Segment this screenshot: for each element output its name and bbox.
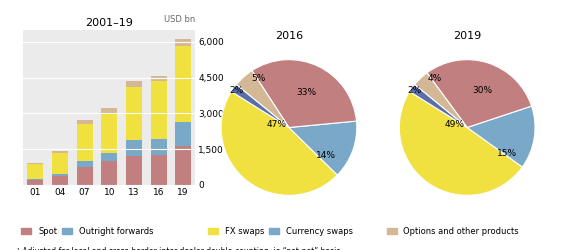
Text: 2%: 2% bbox=[229, 86, 243, 95]
Bar bbox=[126, 86, 142, 140]
Bar bbox=[101, 152, 117, 161]
Legend: Spot, Outright forwards: Spot, Outright forwards bbox=[21, 227, 154, 236]
Bar bbox=[76, 161, 93, 167]
Text: 47%: 47% bbox=[267, 120, 287, 128]
Bar bbox=[126, 81, 142, 86]
Bar bbox=[76, 167, 93, 185]
Wedge shape bbox=[415, 73, 467, 128]
Text: 14%: 14% bbox=[316, 152, 336, 160]
Bar bbox=[101, 108, 117, 113]
Bar bbox=[52, 176, 68, 185]
Bar bbox=[52, 153, 68, 174]
Bar bbox=[52, 152, 68, 153]
Text: 4%: 4% bbox=[427, 74, 442, 83]
Bar bbox=[126, 156, 142, 185]
Wedge shape bbox=[252, 60, 356, 128]
Bar bbox=[28, 179, 43, 180]
Bar bbox=[151, 81, 167, 138]
Text: 15%: 15% bbox=[496, 149, 516, 158]
Wedge shape bbox=[400, 92, 522, 195]
Bar bbox=[126, 140, 142, 156]
Bar bbox=[151, 155, 167, 185]
Text: 2%: 2% bbox=[407, 86, 421, 95]
Bar bbox=[175, 46, 191, 122]
Title: 2016: 2016 bbox=[275, 30, 303, 40]
Text: 33%: 33% bbox=[296, 88, 316, 97]
Text: 5%: 5% bbox=[251, 74, 266, 83]
Text: 49%: 49% bbox=[445, 120, 465, 128]
Bar bbox=[28, 164, 43, 179]
Wedge shape bbox=[427, 60, 531, 128]
Bar bbox=[76, 120, 93, 124]
Bar bbox=[175, 39, 191, 46]
Wedge shape bbox=[221, 92, 338, 195]
Wedge shape bbox=[231, 85, 289, 128]
Bar bbox=[28, 180, 43, 185]
Bar bbox=[175, 122, 191, 146]
Wedge shape bbox=[289, 121, 356, 175]
Bar bbox=[28, 162, 43, 164]
Title: 2019: 2019 bbox=[453, 30, 481, 40]
Wedge shape bbox=[236, 71, 289, 128]
Bar bbox=[175, 146, 191, 185]
Bar bbox=[151, 138, 167, 155]
Legend: FX swaps, Currency swaps: FX swaps, Currency swaps bbox=[208, 227, 353, 236]
Text: 30%: 30% bbox=[472, 86, 492, 95]
Text: USD bn: USD bn bbox=[164, 15, 196, 24]
Bar bbox=[151, 76, 167, 81]
Bar bbox=[76, 124, 93, 161]
Legend: Options and other products: Options and other products bbox=[386, 227, 519, 236]
Bar bbox=[52, 174, 68, 176]
Title: 2001–19: 2001–19 bbox=[85, 18, 133, 28]
Text: ¹ Adjusted for local and cross-border inter-dealer double-counting, ie “net-net”: ¹ Adjusted for local and cross-border in… bbox=[17, 248, 343, 250]
Bar bbox=[101, 113, 117, 152]
Wedge shape bbox=[467, 106, 535, 167]
Bar bbox=[101, 161, 117, 185]
Wedge shape bbox=[409, 84, 467, 128]
